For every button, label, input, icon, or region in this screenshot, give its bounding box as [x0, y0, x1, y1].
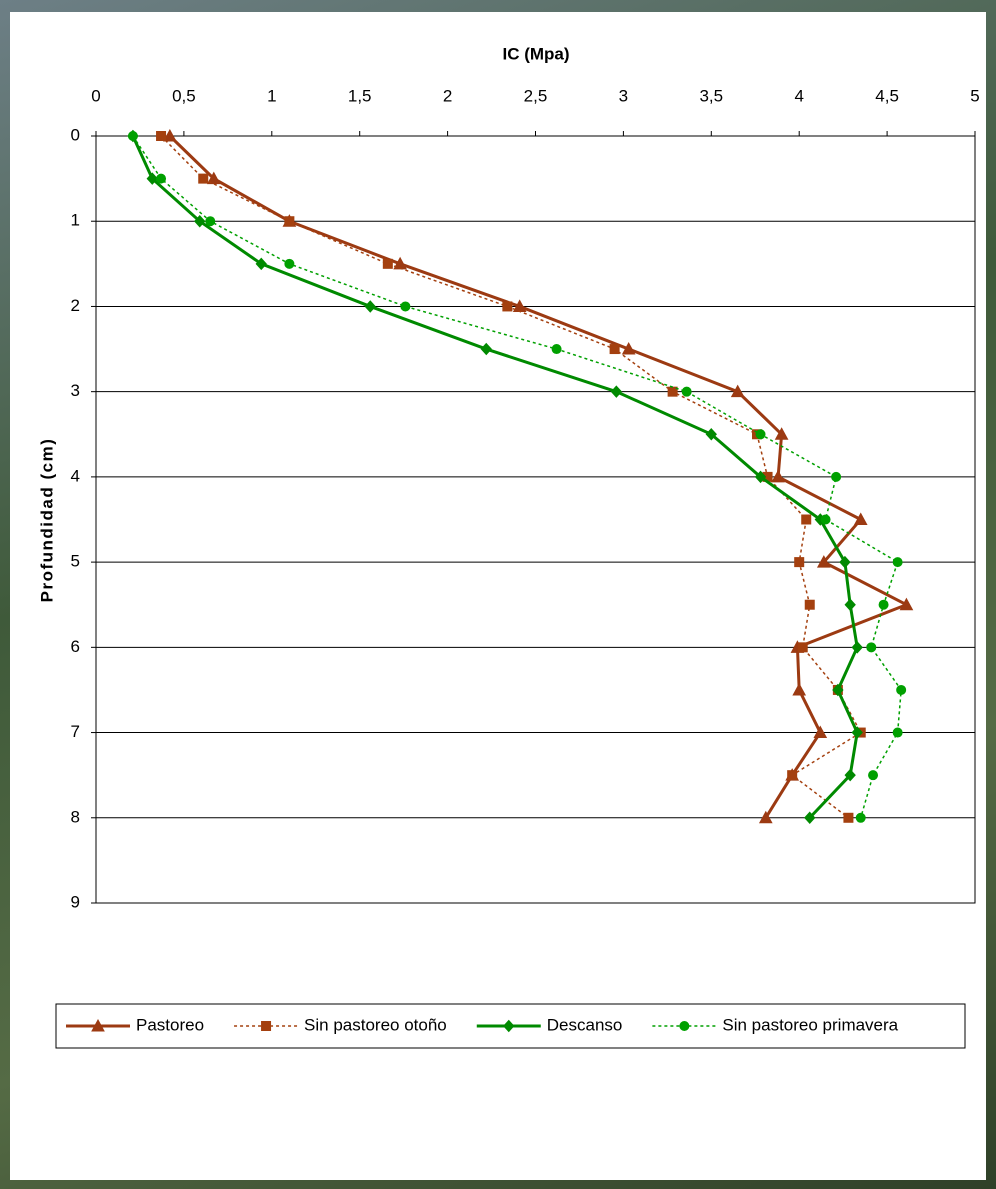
- x-tick-label: 3: [619, 86, 628, 105]
- legend-label: Sin pastoreo primavera: [722, 1015, 898, 1034]
- legend-label: Descanso: [547, 1015, 623, 1034]
- marker: [839, 555, 851, 569]
- marker: [787, 770, 798, 781]
- marker: [804, 599, 815, 610]
- legend-label: Sin pastoreo otoño: [304, 1015, 447, 1034]
- marker: [831, 471, 842, 482]
- marker: [610, 385, 623, 398]
- x-tick-label: 0: [91, 86, 100, 105]
- legend-item: Descanso: [476, 1015, 623, 1034]
- y-tick-label: 2: [71, 296, 80, 315]
- marker: [755, 429, 766, 440]
- x-tick-label: 0,5: [172, 86, 196, 105]
- marker: [261, 1021, 272, 1031]
- marker: [156, 173, 167, 184]
- marker: [284, 216, 295, 227]
- marker: [205, 216, 216, 227]
- marker: [730, 384, 745, 398]
- y-tick-label: 4: [71, 466, 80, 485]
- marker: [843, 812, 854, 823]
- marker: [162, 128, 177, 142]
- marker: [502, 301, 513, 312]
- legend-item: Sin pastoreo otoño: [234, 1015, 447, 1034]
- x-tick-label: 1,5: [348, 86, 372, 105]
- marker: [792, 682, 807, 696]
- marker: [400, 301, 411, 312]
- y-tick-label: 7: [71, 722, 80, 741]
- marker: [480, 342, 492, 356]
- marker: [851, 726, 863, 739]
- marker: [681, 386, 692, 397]
- marker: [820, 514, 831, 525]
- marker: [206, 171, 221, 185]
- y-tick-label: 5: [71, 552, 80, 571]
- marker: [754, 470, 767, 484]
- marker: [797, 642, 808, 653]
- marker: [899, 597, 914, 611]
- marker: [621, 342, 636, 355]
- marker: [844, 598, 856, 611]
- x-tick-label: 3,5: [699, 86, 723, 105]
- marker: [844, 768, 856, 782]
- marker: [705, 428, 717, 441]
- marker: [194, 214, 206, 228]
- marker: [503, 1019, 515, 1033]
- marker: [198, 173, 209, 184]
- marker: [794, 557, 805, 568]
- marker: [609, 344, 620, 355]
- marker: [771, 469, 785, 483]
- x-tick-label: 4,5: [875, 86, 899, 105]
- marker: [284, 258, 295, 269]
- legend-item: Sin pastoreo primavera: [652, 1015, 899, 1034]
- y-tick-label: 1: [71, 211, 80, 230]
- y-tick-label: 6: [71, 637, 80, 656]
- marker: [382, 258, 393, 269]
- x-tick-label: 4: [794, 86, 803, 105]
- marker: [896, 684, 907, 695]
- marker: [551, 344, 562, 355]
- legend-label: Pastoreo: [136, 1015, 204, 1034]
- marker: [774, 427, 789, 440]
- series-line: [132, 135, 902, 818]
- marker: [866, 642, 877, 653]
- marker: [832, 683, 844, 697]
- chart-panel: [10, 12, 986, 1180]
- marker: [127, 131, 138, 141]
- x-tick-label: 2,5: [524, 86, 548, 105]
- chart-title: IC (Mpa): [502, 44, 569, 63]
- marker: [146, 172, 158, 185]
- y-tick-label: 3: [71, 381, 80, 400]
- marker: [853, 512, 868, 525]
- marker: [804, 811, 816, 825]
- y-axis-label: Profundidad (cm): [37, 438, 56, 603]
- marker: [813, 725, 828, 739]
- marker: [878, 599, 889, 610]
- marker: [851, 641, 863, 654]
- marker: [364, 300, 376, 313]
- marker: [855, 812, 866, 823]
- y-tick-label: 8: [71, 807, 80, 826]
- marker: [156, 131, 167, 141]
- marker: [892, 727, 903, 738]
- legend-box: [55, 1003, 966, 1049]
- marker: [679, 1021, 690, 1031]
- marker: [868, 770, 879, 781]
- x-tick-label: 1: [267, 86, 276, 105]
- marker: [892, 557, 903, 568]
- marker: [758, 810, 773, 824]
- marker: [255, 257, 267, 271]
- legend-item: Pastoreo: [66, 1015, 204, 1034]
- marker: [91, 1018, 105, 1032]
- marker: [816, 555, 831, 568]
- y-tick-label: 0: [71, 125, 80, 144]
- x-tick-label: 5: [970, 86, 979, 105]
- x-tick-label: 2: [443, 86, 452, 105]
- marker: [801, 514, 812, 525]
- y-tick-label: 9: [71, 892, 80, 911]
